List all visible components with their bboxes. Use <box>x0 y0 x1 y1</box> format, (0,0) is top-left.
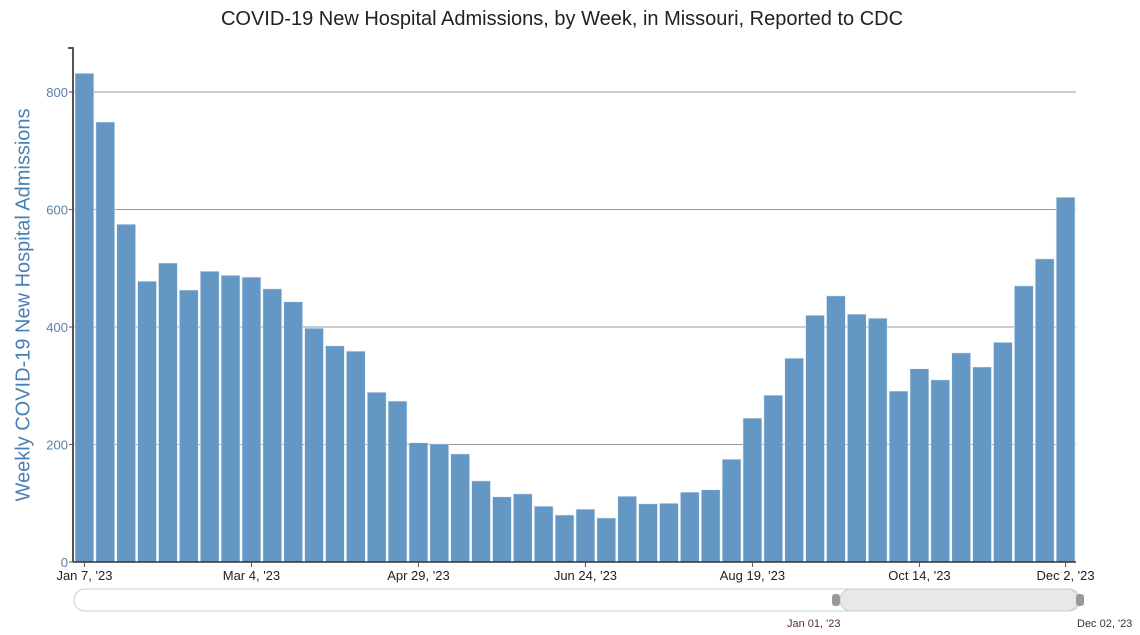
bar <box>450 453 470 563</box>
bar <box>680 491 700 563</box>
bar <box>471 480 491 563</box>
y-tick-label: 400 <box>46 320 68 335</box>
bar <box>241 276 262 563</box>
y-tick-label: 0 <box>61 555 68 570</box>
bar <box>304 327 324 563</box>
bar <box>596 517 617 563</box>
bar <box>554 514 575 563</box>
bar <box>909 368 930 563</box>
bar <box>283 301 303 563</box>
bar <box>784 357 804 563</box>
x-tick-label: Dec 2, '23 <box>1036 568 1094 583</box>
y-tick-label: 600 <box>46 203 68 218</box>
bar <box>700 489 721 563</box>
bar <box>763 394 784 563</box>
bar <box>659 502 679 563</box>
bar <box>116 223 136 563</box>
bar <box>366 391 387 563</box>
x-tick-label: Jan 7, '23 <box>56 568 112 583</box>
navigator-start-handle[interactable] <box>832 594 840 606</box>
bar <box>95 121 116 563</box>
bar <box>429 443 450 563</box>
bar <box>721 458 742 563</box>
bar <box>1014 285 1034 563</box>
bar <box>575 508 596 563</box>
navigator-window[interactable] <box>839 588 1079 612</box>
bar <box>533 505 554 563</box>
bar <box>199 270 220 563</box>
bar <box>930 379 951 563</box>
x-tick-label: Aug 19, '23 <box>720 568 785 583</box>
bar <box>826 295 846 563</box>
bar <box>408 442 429 563</box>
bar <box>867 317 888 563</box>
bar <box>951 352 971 563</box>
bar <box>638 503 658 563</box>
bar <box>847 313 867 563</box>
x-tick-label: Mar 4, '23 <box>223 568 280 583</box>
bar <box>262 288 283 563</box>
x-tick-label: Apr 29, '23 <box>387 568 449 583</box>
chart-title: COVID-19 New Hospital Admissions, by Wee… <box>220 8 904 30</box>
bar <box>1055 196 1076 563</box>
bar <box>805 314 825 563</box>
bar <box>179 289 199 563</box>
bar <box>387 400 408 563</box>
navigator-end-label: Dec 02, '23 <box>1077 618 1133 630</box>
bar <box>346 350 366 563</box>
y-tick-label: 800 <box>46 85 68 100</box>
bar <box>993 342 1013 563</box>
navigator-start-label: Jan 01, '23 <box>787 618 841 630</box>
navigator-end-handle[interactable] <box>1076 594 1084 606</box>
bar <box>1034 258 1055 563</box>
x-tick-label: Oct 14, '23 <box>888 568 950 583</box>
bar <box>74 72 95 563</box>
bar <box>888 390 909 563</box>
bar <box>617 495 637 563</box>
bar <box>325 345 345 563</box>
bar <box>972 366 992 563</box>
bar <box>137 280 157 563</box>
bar <box>513 493 533 563</box>
bar <box>742 417 763 563</box>
bar <box>492 496 512 563</box>
bar <box>158 262 178 563</box>
bar <box>220 275 241 563</box>
y-tick-label: 200 <box>46 438 68 453</box>
x-tick-label: Jun 24, '23 <box>554 568 617 583</box>
